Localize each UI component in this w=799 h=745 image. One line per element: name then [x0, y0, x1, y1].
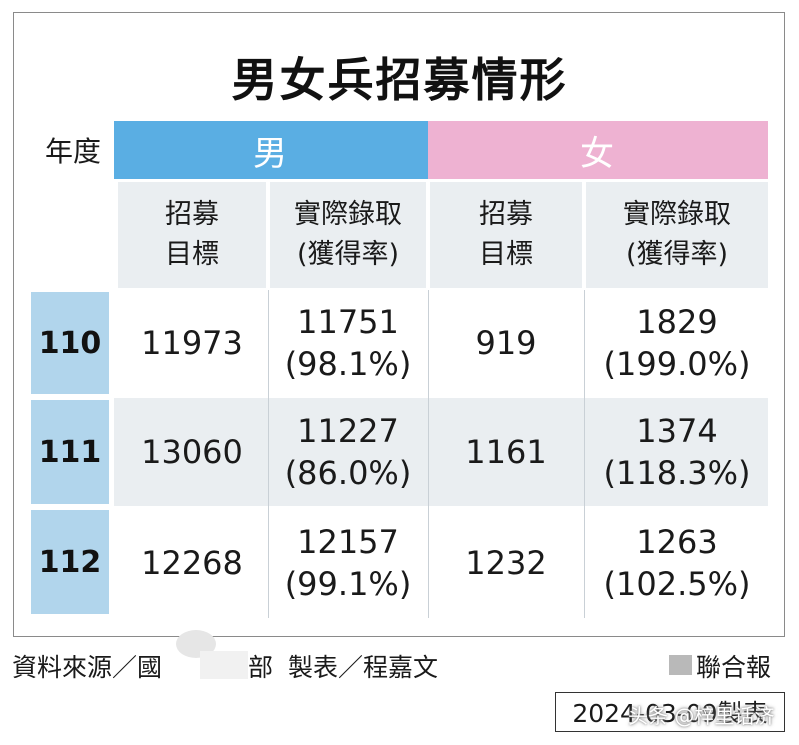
female-group-header: 女 — [428, 121, 768, 179]
column-header-line: 實際錄取 — [294, 199, 402, 230]
watermark: 头条 @梓里话济 — [628, 704, 775, 728]
chart-title: 男女兵招募情形 — [231, 53, 568, 107]
publisher-logo-square — [669, 655, 692, 675]
table-row-background — [114, 398, 768, 506]
year-column-label: 年度 — [44, 135, 101, 168]
table-cell: 1374 (118.3%) — [586, 398, 768, 506]
table-cell: 1263 (102.5%) — [586, 508, 768, 618]
column-header-male-target: 招募 目標 — [118, 182, 266, 288]
female-actual-value: 1263 — [636, 523, 718, 561]
male-actual-value: 11751 — [297, 303, 399, 341]
male-target-value: 11973 — [141, 324, 243, 362]
table-cell: 11751 (98.1%) — [270, 290, 426, 396]
column-header-line: 目標 — [479, 239, 533, 270]
male-group-header: 男 — [114, 121, 428, 179]
date-stamp: 2024-03-09製表 — [555, 692, 785, 732]
column-header-line: 招募 — [165, 199, 219, 230]
male-rate-value: (86.0%) — [284, 454, 412, 492]
date-text: 2024-03-09製表 — [572, 699, 768, 728]
female-target-value: 919 — [475, 324, 537, 362]
female-rate-value: (118.3%) — [603, 454, 751, 492]
table-cell: 11973 — [118, 290, 266, 396]
column-header-male-actual: 實際錄取 (獲得率) — [270, 182, 426, 288]
table-cell: 12268 — [118, 508, 266, 618]
blur-mask — [200, 651, 248, 679]
male-rate-value: (98.1%) — [284, 345, 412, 383]
table-row-background — [114, 508, 768, 618]
table-cell: 13060 — [118, 398, 266, 506]
male-actual-value: 12157 — [297, 523, 399, 561]
publisher-name: 聯合報 — [696, 653, 772, 682]
table-cell: 1232 — [430, 508, 582, 618]
column-header-line: (獲得率) — [625, 239, 729, 270]
source-prefix: 資料來源／國 — [12, 653, 163, 682]
table-cell: 1829 (199.0%) — [586, 290, 768, 396]
column-header-line: (獲得率) — [296, 239, 400, 270]
female-actual-value: 1829 — [636, 303, 718, 341]
year-cell: 111 — [31, 400, 109, 504]
year-cell: 110 — [31, 292, 109, 394]
column-header-female-target: 招募 目標 — [430, 182, 582, 288]
female-target-value: 1232 — [465, 544, 547, 582]
male-target-value: 13060 — [141, 433, 243, 471]
table-cell: 12157 (99.1%) — [270, 508, 426, 618]
column-divider — [428, 290, 429, 618]
table-row-background — [114, 290, 768, 396]
female-actual-value: 1374 — [636, 412, 718, 450]
male-rate-value: (99.1%) — [284, 565, 412, 603]
column-header-line: 招募 — [479, 199, 533, 230]
column-divider — [268, 290, 269, 618]
female-rate-value: (102.5%) — [603, 565, 751, 603]
column-divider — [584, 290, 585, 618]
table-maker: 製表／程嘉文 — [288, 653, 439, 682]
table-cell: 11227 (86.0%) — [270, 398, 426, 506]
table-cell: 1161 — [430, 398, 582, 506]
female-target-value: 1161 — [465, 433, 547, 471]
column-header-line: 目標 — [165, 239, 219, 270]
column-header-female-actual: 實際錄取 (獲得率) — [586, 182, 768, 288]
year-cell: 112 — [31, 510, 109, 614]
female-rate-value: (199.0%) — [603, 345, 751, 383]
column-header-line: 實際錄取 — [623, 199, 731, 230]
male-actual-value: 11227 — [297, 412, 399, 450]
male-target-value: 12268 — [141, 544, 243, 582]
table-cell: 919 — [430, 290, 582, 396]
source-suffix: 部 — [248, 653, 274, 682]
